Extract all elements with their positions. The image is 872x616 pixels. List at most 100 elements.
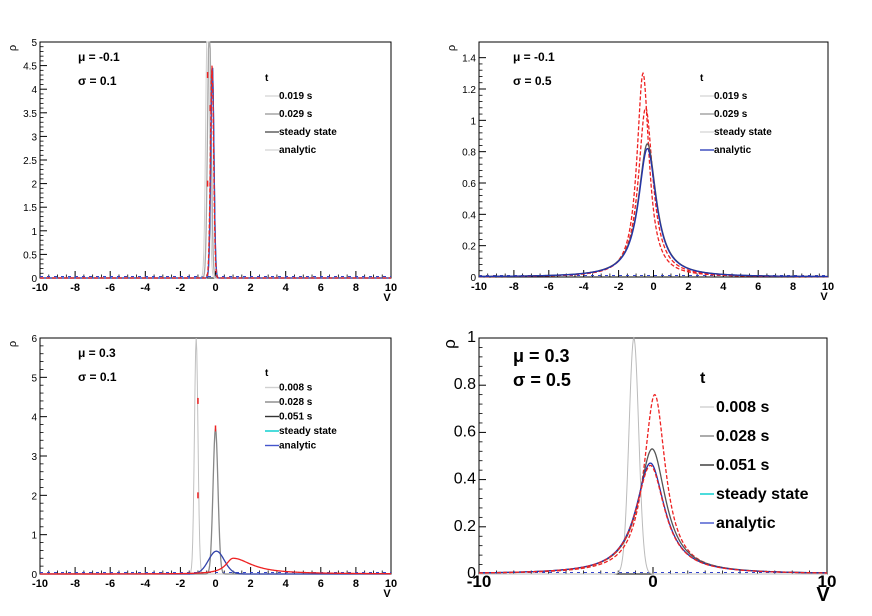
x-tick-label: 8 <box>353 578 359 590</box>
x-tick-label: -4 <box>579 281 590 293</box>
chart-panel-bottom-left: -10 -8 -6 -4 -2 0 2 4 6 8 10V 0 1 2 3 4 5 6 ρ μ = 0.3 σ = 0.… <box>7 334 397 600</box>
x-tick-label: 6 <box>318 282 324 294</box>
y-tick-label: 3.5 <box>23 109 37 120</box>
series-line <box>478 393 828 574</box>
y-tick-label: 5 <box>31 373 37 384</box>
x-tick-label: -4 <box>140 578 151 590</box>
x-tick-label: 2 <box>685 281 691 293</box>
legend-label: 0.028 s <box>716 428 769 445</box>
y-tick-label: 4 <box>31 413 37 424</box>
y-tick-label: 0.5 <box>23 250 37 261</box>
x-tick-label: 0 <box>212 578 218 590</box>
legend-title: t <box>265 368 269 379</box>
x-tick-label: -6 <box>544 281 554 293</box>
legend-label: analytic <box>714 145 752 156</box>
y-axis-label: ρ <box>446 45 458 51</box>
x-axis-label: V <box>383 588 391 600</box>
y-tick-label: 0 <box>467 565 476 582</box>
legend-label: 0.029 s <box>714 109 748 120</box>
x-tick-label: -8 <box>70 578 80 590</box>
y-tick-label: 4.5 <box>23 62 37 73</box>
chart-panel-top-left: -10 -8 -6 -4 -2 0 2 4 6 8 10V 0 0.5 1 1.5 2 2.5 3 3.5 4 4.5 5… <box>7 38 397 304</box>
x-tick-label: -10 <box>32 578 48 590</box>
legend-label: 0.008 s <box>716 399 769 416</box>
legend-title: t <box>700 370 706 387</box>
legend-label: analytic <box>279 145 317 156</box>
series-line <box>479 147 828 278</box>
series-line <box>40 67 391 279</box>
legend-label: analytic <box>279 441 317 452</box>
y-tick-label: 1 <box>470 116 476 127</box>
legend-label: 0.029 s <box>279 109 313 120</box>
y-tick-label: 0 <box>470 273 476 284</box>
x-tick-label: -2 <box>176 578 186 590</box>
x-axis-label: V <box>816 584 830 606</box>
x-tick-label: 2 <box>248 578 254 590</box>
y-tick-label: 0.2 <box>462 242 476 253</box>
x-tick-label: -10 <box>467 572 492 591</box>
y-tick-label: 6 <box>31 334 37 345</box>
x-tick-label: -6 <box>105 282 115 294</box>
y-tick-label: 1.2 <box>462 85 476 96</box>
legend-label: 0.008 s <box>279 383 313 394</box>
annotation-label: σ = 0.5 <box>513 370 571 390</box>
annotation-label: μ = 0.3 <box>513 346 570 366</box>
x-tick-label: 0 <box>650 281 656 293</box>
y-tick-label: 0.6 <box>462 179 476 190</box>
x-tick-label: 10 <box>822 281 834 293</box>
legend-label: 0.019 s <box>714 91 748 102</box>
legend-label: 0.019 s <box>279 91 313 102</box>
y-tick-label: 0 <box>31 570 37 581</box>
y-tick-label: 0.8 <box>462 148 476 159</box>
y-tick-label: 1.5 <box>23 203 37 214</box>
x-tick-label: 8 <box>353 282 359 294</box>
x-tick-label: 4 <box>283 578 290 590</box>
y-tick-label: 1.4 <box>462 54 476 65</box>
x-tick-label: 10 <box>385 282 397 294</box>
x-tick-label: 2 <box>248 282 254 294</box>
x-tick-label: -2 <box>614 281 624 293</box>
x-tick-label: 6 <box>318 578 324 590</box>
x-tick-label: -8 <box>70 282 80 294</box>
x-axis-label: V <box>820 291 828 303</box>
series-line <box>478 107 828 278</box>
y-tick-label: 0.6 <box>454 423 476 440</box>
legend-label: 0.051 s <box>716 457 769 474</box>
annotation-label: μ = 0.3 <box>78 346 116 360</box>
y-tick-label: 0.4 <box>462 210 476 221</box>
legend-title: t <box>700 73 704 84</box>
annotation-label: μ = -0.1 <box>78 50 120 64</box>
legend-label: analytic <box>716 515 776 532</box>
series-line <box>479 336 827 575</box>
y-tick-label: 1 <box>31 531 37 542</box>
x-tick-label: -10 <box>32 282 48 294</box>
y-tick-label: 0.4 <box>454 471 476 488</box>
x-tick-label: 0 <box>648 572 657 591</box>
series-line <box>40 65 391 279</box>
annotation-label: σ = 0.1 <box>78 370 117 384</box>
x-tick-label: 10 <box>818 572 837 591</box>
x-tick-label: 10 <box>385 578 397 590</box>
series-line <box>40 428 391 575</box>
y-tick-label: 3 <box>31 452 37 463</box>
series-line <box>40 557 391 575</box>
x-axis-label: V <box>383 292 391 304</box>
x-tick-label: -8 <box>509 281 519 293</box>
y-tick-label: 0.2 <box>454 518 476 535</box>
y-tick-label: 1 <box>467 329 476 346</box>
x-tick-label: -2 <box>176 282 186 294</box>
y-tick-label: 1 <box>31 227 37 238</box>
legend-label: steady state <box>716 486 809 503</box>
series-line <box>479 71 828 278</box>
legend-label: steady state <box>279 426 337 437</box>
x-tick-label: -10 <box>471 281 487 293</box>
y-axis-label: ρ <box>7 45 19 51</box>
legend-label: steady state <box>714 127 772 138</box>
y-tick-label: 2.5 <box>23 156 37 167</box>
x-tick-label: 4 <box>283 282 290 294</box>
x-tick-label: 4 <box>720 281 727 293</box>
y-tick-label: 0.8 <box>454 376 476 393</box>
legend-label: steady state <box>279 127 337 138</box>
